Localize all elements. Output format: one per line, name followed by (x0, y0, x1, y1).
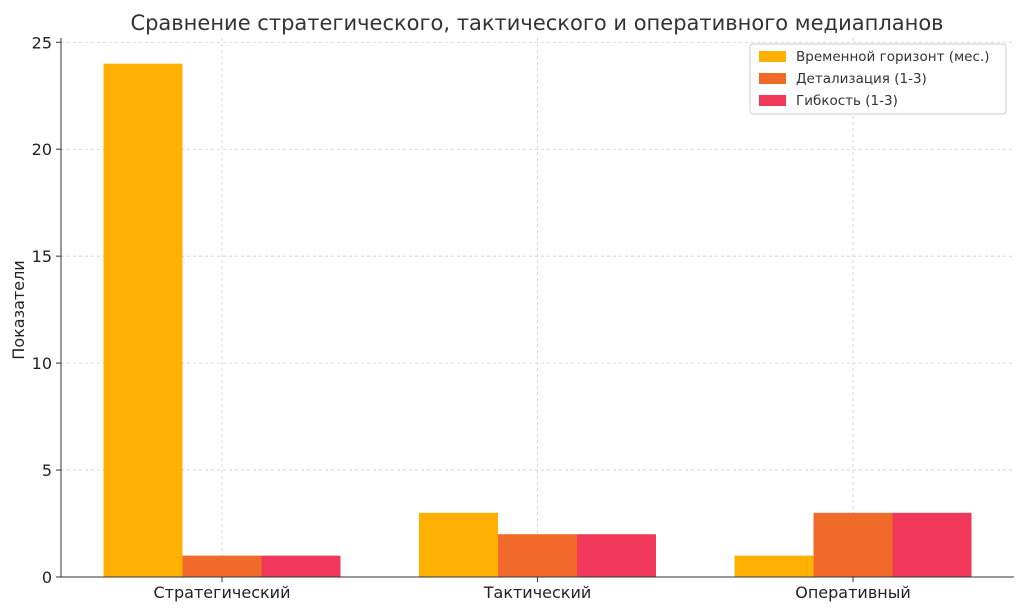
bar (892, 512, 972, 577)
x-tick-label: Тактический (483, 583, 592, 602)
y-tick-label: 20 (32, 140, 52, 159)
x-tick-label: Стратегический (154, 583, 291, 602)
bar (498, 534, 577, 577)
bar (182, 555, 262, 577)
x-tick-label: Оперативный (795, 583, 911, 602)
bar (261, 555, 341, 577)
y-tick-label: 15 (32, 247, 52, 266)
legend-swatch (759, 51, 786, 62)
bar (577, 534, 656, 577)
bar (103, 63, 183, 577)
y-tick-label: 5 (42, 461, 52, 480)
tick-labels: 0 5 10 15 20 25 Стратегический Тактический Опера… (32, 33, 911, 602)
legend: Временной горизонт (мес.) Детализация (1-… (749, 43, 1007, 115)
legend-box (749, 43, 1007, 115)
legend-swatch (759, 95, 786, 106)
bars (103, 63, 972, 577)
legend-entry: Гибкость (1-3) (796, 93, 898, 109)
axes (56, 38, 1014, 582)
chart-title: Сравнение стратегического, тактического … (130, 11, 943, 35)
bar (734, 555, 814, 577)
legend-entry: Временной горизонт (мес.) (796, 49, 989, 65)
bar (419, 512, 498, 577)
bar (813, 512, 893, 577)
legend-entry: Детализация (1-3) (796, 71, 927, 87)
y-tick-label: 10 (32, 354, 52, 373)
y-axis-label: Показатели (9, 260, 28, 359)
legend-swatch (759, 73, 786, 84)
y-tick-label: 0 (42, 568, 52, 587)
grid-lines (61, 38, 1014, 577)
y-tick-label: 25 (32, 33, 52, 52)
